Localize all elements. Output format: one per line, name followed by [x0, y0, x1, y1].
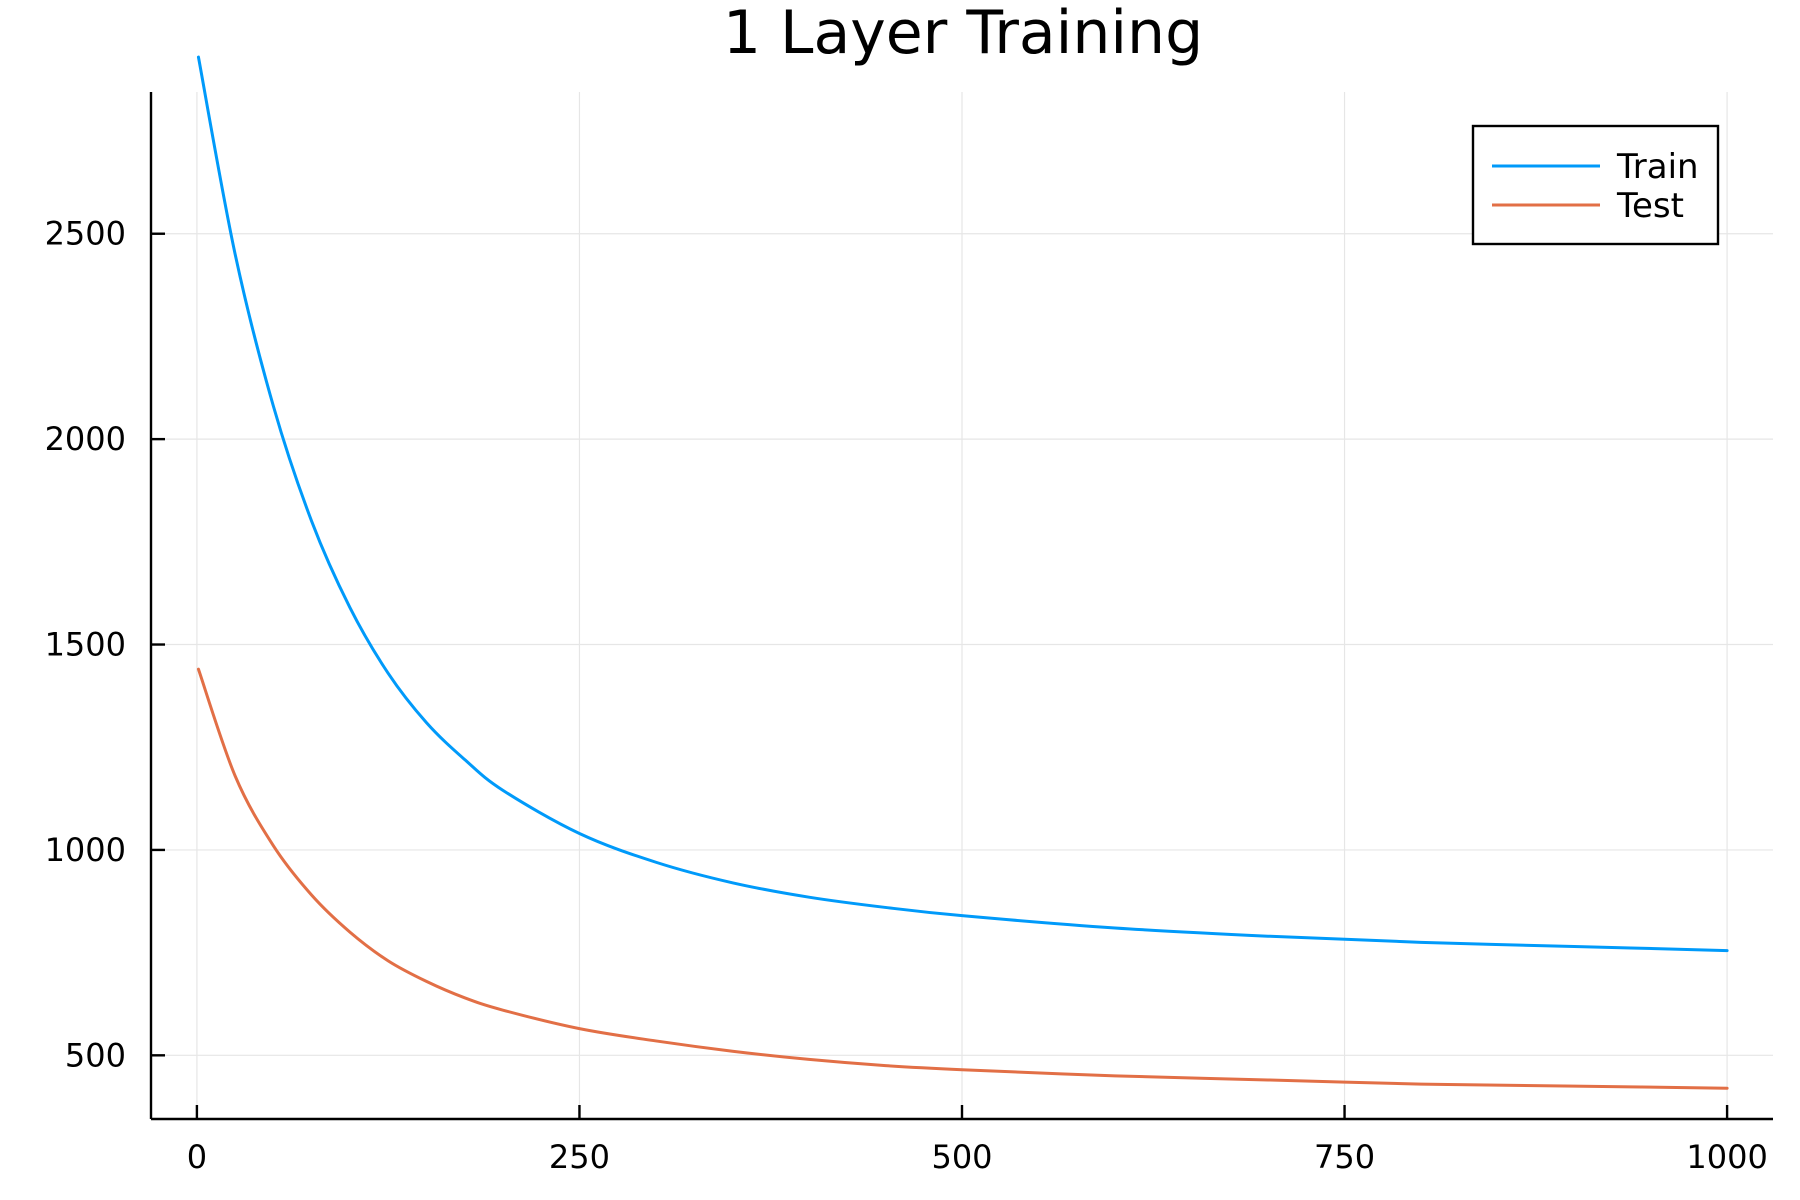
legend-label-train: Train	[1616, 147, 1699, 187]
axes: 0 250 500 750 1000 500 1000 1500 2000 2500	[45, 92, 1773, 1176]
chart-title: 1 Layer Training	[723, 0, 1203, 68]
y-tick-label: 1000	[45, 831, 126, 869]
legend-label-test: Test	[1616, 186, 1684, 226]
series-lines	[196, 55, 1729, 1090]
y-tick-label: 500	[65, 1036, 126, 1074]
x-tick-label: 1000	[1686, 1138, 1767, 1176]
legend-box	[1471, 124, 1720, 246]
y-tick-label: 1500	[45, 626, 126, 664]
y-tick-label: 2500	[45, 215, 126, 253]
x-tick-label: 500	[931, 1138, 992, 1176]
series-line-test	[196, 667, 1729, 1090]
series-line-train	[196, 55, 1729, 953]
x-tick-label: 250	[549, 1138, 610, 1176]
y-tick-label: 2000	[45, 420, 126, 458]
x-tick-label: 750	[1314, 1138, 1375, 1176]
x-tick-label: 0	[187, 1138, 207, 1176]
